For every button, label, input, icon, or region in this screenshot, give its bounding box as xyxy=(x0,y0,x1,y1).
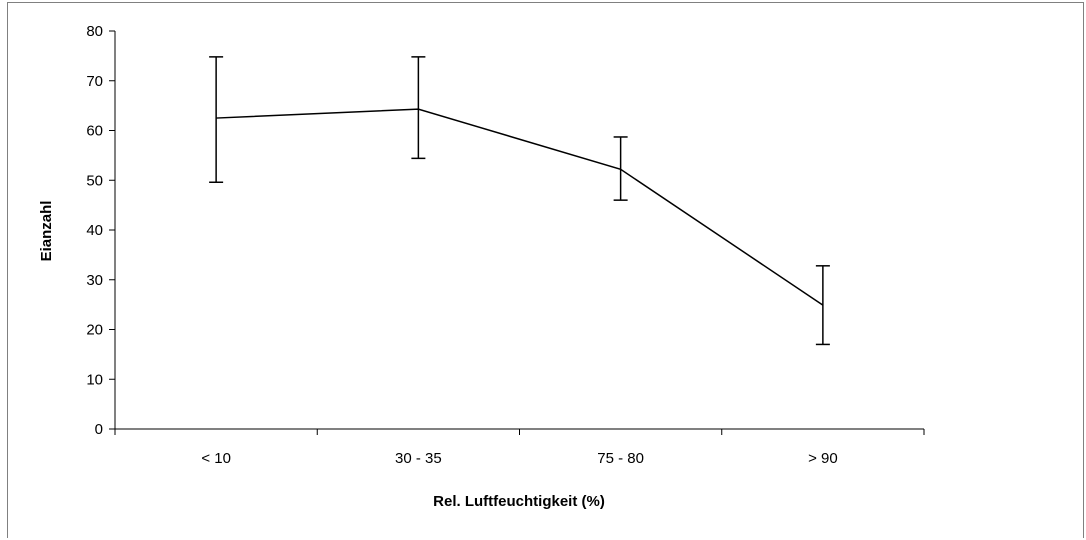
x-axis-title: Rel. Luftfeuchtigkeit (%) xyxy=(433,493,605,510)
x-tick-label: 30 - 35 xyxy=(395,450,442,467)
y-tick-label: 50 xyxy=(86,172,103,189)
y-axis: 0 10 20 30 40 50 60 70 80 xyxy=(86,23,116,438)
plot-area xyxy=(209,56,830,346)
y-tick-label: 70 xyxy=(86,73,103,90)
y-tick-label: 80 xyxy=(86,23,103,40)
y-tick-label: 0 xyxy=(95,421,103,438)
y-tick-label: 30 xyxy=(86,272,103,289)
x-tick-label: < 10 xyxy=(201,450,231,467)
y-tick-label: 40 xyxy=(86,222,103,239)
chart-frame xyxy=(7,2,1084,538)
y-tick-label: 10 xyxy=(86,371,103,388)
x-tick-label: > 90 xyxy=(808,450,838,467)
x-axis: < 10 30 - 35 75 - 80 > 90 xyxy=(114,428,925,467)
y-axis-title: Eianzahl xyxy=(38,201,55,262)
y-tick-label: 60 xyxy=(86,123,103,140)
y-tick-label: 20 xyxy=(86,322,103,339)
series-line xyxy=(216,108,824,306)
x-tick-label: 75 - 80 xyxy=(597,450,644,467)
